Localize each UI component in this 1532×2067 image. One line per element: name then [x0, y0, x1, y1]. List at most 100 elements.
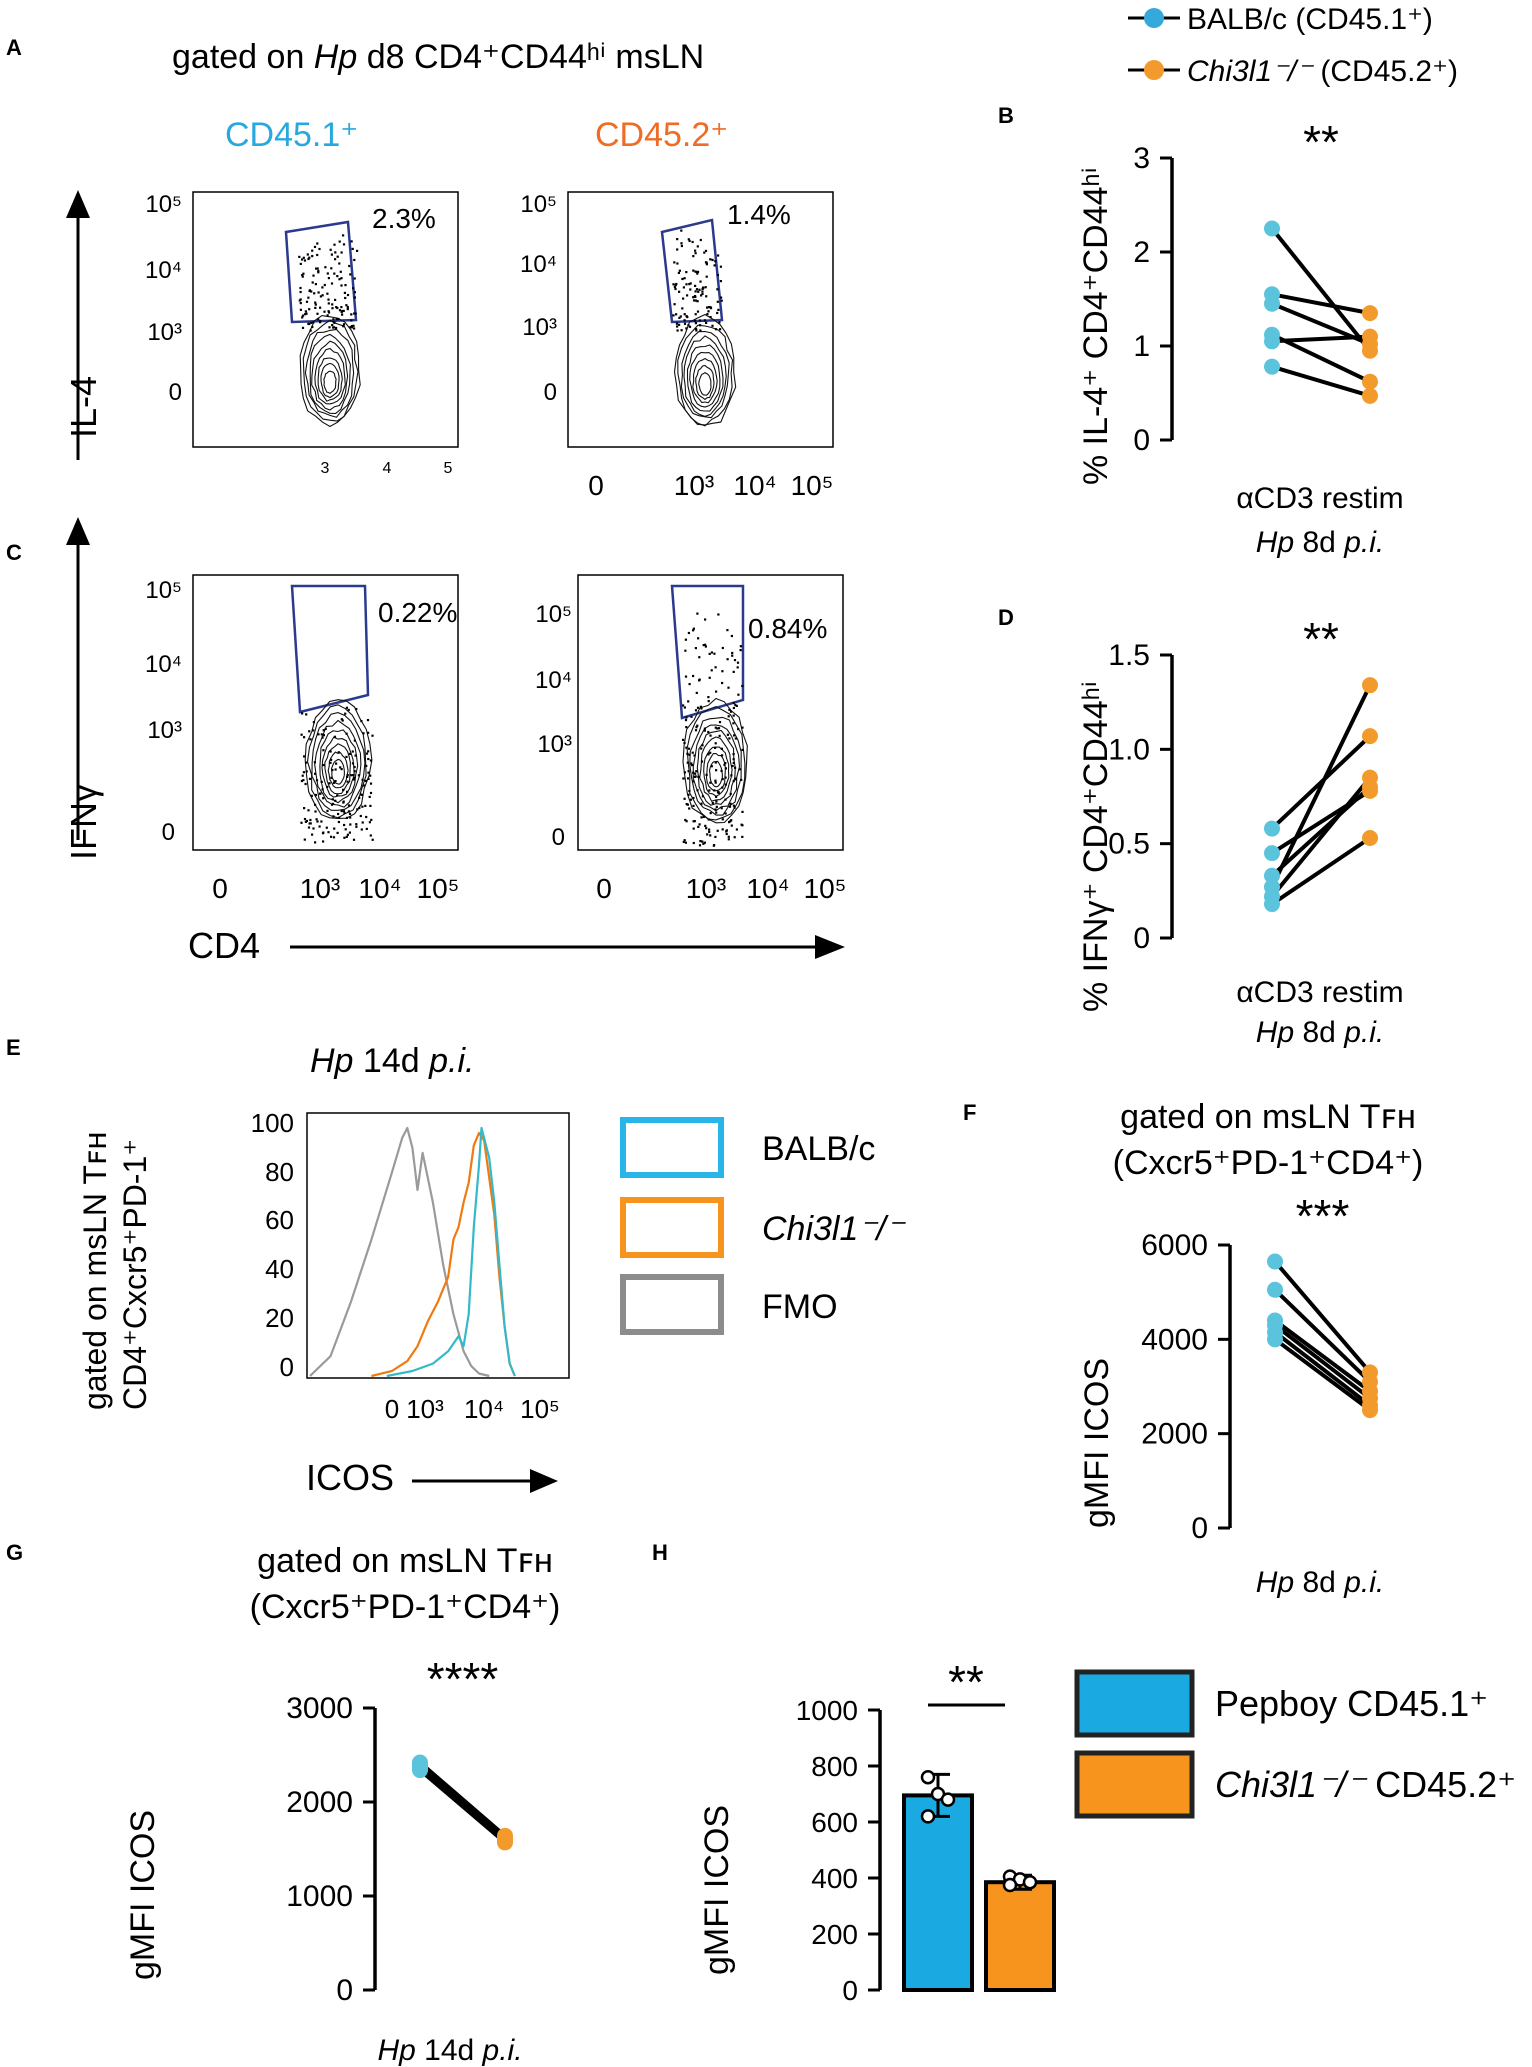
bar-point — [920, 1809, 936, 1824]
flow-event — [684, 841, 687, 844]
flow-event — [346, 780, 349, 783]
flow-event — [354, 754, 357, 757]
flow-event — [321, 788, 324, 791]
significance-stars: ** — [1303, 613, 1339, 665]
flow-event — [721, 786, 724, 789]
flow-event — [701, 290, 704, 293]
flow-contour-line — [311, 712, 366, 811]
flow-event — [685, 820, 688, 823]
flow-event — [330, 758, 333, 761]
flow-event — [333, 827, 336, 830]
flow-a1-gate — [284, 220, 358, 324]
flow-event — [346, 308, 349, 311]
flow-event — [732, 670, 735, 673]
flow-event — [733, 836, 736, 839]
flow-event — [302, 256, 305, 259]
flow-event — [698, 844, 702, 847]
flow-event — [695, 329, 698, 332]
flow-event — [340, 306, 343, 309]
flow-event — [311, 281, 314, 284]
flow-event — [705, 773, 708, 776]
flow-event — [696, 706, 700, 709]
flow-event — [683, 741, 686, 745]
flow-event — [344, 296, 347, 300]
flow-plot-c1-frame — [192, 574, 459, 851]
flow-event — [681, 277, 684, 281]
y-tick-label: 1 — [1133, 330, 1150, 363]
flow-event — [732, 753, 735, 756]
flow-event — [301, 316, 304, 319]
flow-event — [721, 818, 724, 821]
flow-event — [308, 730, 311, 733]
y-tick-label: 1000 — [286, 1880, 353, 1913]
flow-event — [322, 764, 325, 767]
flow-event — [306, 253, 309, 256]
histogram-series-fmo — [309, 1126, 490, 1378]
flow-event — [310, 794, 313, 797]
chart-h: 0 200 400 600 800 1000 gMFI ICOS ** Pepboy CD45.… — [698, 1656, 1516, 2006]
flow-event — [308, 289, 311, 293]
flow-event — [346, 833, 349, 836]
panel-e-legend: BALB/c Chi3l1⁻/⁻ FMO — [620, 1117, 907, 1335]
flow-event — [719, 328, 722, 331]
point-balbc — [1264, 845, 1280, 862]
ifng-axis-arrowhead — [66, 517, 90, 545]
panel-a-title-part3: d8 CD4⁺CD44ʰⁱ msLN — [357, 38, 704, 76]
flow-event — [342, 323, 346, 326]
y-tick-label: 2 — [1133, 236, 1150, 269]
flow-event — [676, 325, 679, 328]
flow-event — [713, 264, 716, 267]
flow-event — [673, 285, 676, 289]
flow-event — [718, 721, 722, 724]
flow-event — [684, 675, 688, 678]
flow-event — [315, 779, 319, 782]
y-tick-label: 0 — [1133, 424, 1150, 457]
flow-event — [694, 284, 697, 287]
flow-event — [709, 781, 712, 784]
flow-contour-line — [324, 743, 351, 795]
flow-event — [330, 776, 333, 779]
flow-event — [720, 807, 723, 810]
flow-a2-contours — [673, 313, 737, 427]
flow-c2-xtick: 0 — [596, 873, 612, 904]
flow-contour-line — [311, 340, 349, 411]
flow-event — [354, 312, 357, 315]
flow-event — [349, 816, 352, 819]
f-title-2: (Cxcr5⁺PD-1⁺CD4⁺) — [1113, 1144, 1424, 1182]
flow-event — [692, 796, 695, 800]
flow-event — [311, 833, 314, 836]
flow-a1-ytick: 10⁴ — [145, 257, 182, 284]
b-xlabel-part: 8d — [1294, 526, 1344, 559]
flow-contour-line — [692, 724, 741, 812]
flow-a2-ytick: 10⁵ — [520, 191, 557, 218]
flow-event — [300, 821, 303, 824]
flow-event — [699, 705, 702, 708]
flow-event — [685, 726, 688, 729]
flow-event — [736, 666, 739, 669]
point-chi3l1 — [1362, 728, 1378, 745]
flow-contour-line — [692, 357, 718, 404]
legend-dot-chi3l1 — [1144, 60, 1164, 80]
flow-event — [714, 742, 717, 745]
flow-event — [338, 262, 341, 265]
flow-contour-line — [673, 313, 737, 426]
flow-event — [352, 778, 356, 781]
f-ylabel: gMFI ICOS — [1078, 1358, 1116, 1528]
flow-a2-events — [672, 229, 723, 332]
flow-event — [367, 777, 370, 780]
flow-event — [734, 737, 737, 740]
flow-event — [315, 818, 318, 821]
point-chi3l1 — [1362, 769, 1378, 786]
flow-contour-line — [689, 716, 742, 816]
point-chi3l1 — [1362, 373, 1378, 390]
flow-event — [675, 282, 678, 286]
legend-label-chi3l1-italic: Chi3l1⁻/⁻ — [1187, 55, 1314, 88]
flow-event — [341, 719, 344, 722]
flow-event — [317, 269, 320, 272]
flow-contour-line — [683, 335, 727, 417]
flow-event — [298, 299, 301, 302]
point-chi3l1 — [1362, 677, 1378, 694]
flow-event — [718, 321, 721, 324]
flow-contour-line — [319, 729, 359, 804]
flow-event — [334, 251, 337, 254]
